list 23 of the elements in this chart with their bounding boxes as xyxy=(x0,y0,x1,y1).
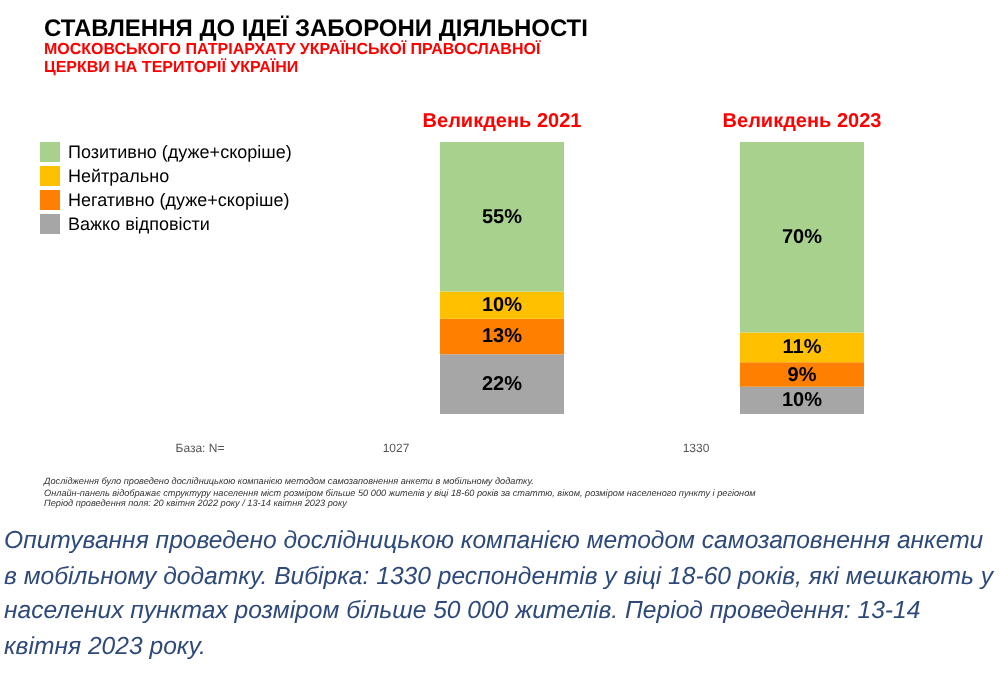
chart-title: СТАВЛЕННЯ ДО ІДЕЇ ЗАБОРОНИ ДІЯЛЬНОСТІ xyxy=(44,14,588,42)
data-label: 9% xyxy=(787,364,817,387)
data-label: 13% xyxy=(481,326,523,349)
x-tick-label: Великдень 2023 xyxy=(722,111,883,133)
data-label: 70% xyxy=(781,227,823,250)
data-label: 10% xyxy=(781,390,823,413)
bar xyxy=(740,362,864,387)
bar xyxy=(440,142,564,292)
text: Опитування проведено дослідницькою компанією методом самозаповнення анкети в мобільному додатку. Вибірка: 1330 респондентів у віці 18-60 років, які мешкають у населених пунктах розміром більше 50 000 жителів. Період проведення: 13-14 квітня 2023 року. xyxy=(4,524,996,663)
bar xyxy=(440,354,564,414)
data-label: 10% xyxy=(481,295,523,318)
legend-label: Негативно (дуже+скоріше) xyxy=(68,190,290,210)
data-label: 22% xyxy=(481,374,523,397)
legend-label: Важко відповісти xyxy=(68,214,210,234)
bar xyxy=(740,332,864,363)
x-tick-label: Великдень 2021 xyxy=(422,111,583,133)
legend-label: Нейтрально xyxy=(68,166,170,186)
data-label: 11% xyxy=(782,337,822,360)
chart-subtitle: МОСКОВСЬКОГО ПАТРІАРХАТУ УКРАЇНСЬКОЇ ПРАВОСЛАВНОЇ ЦЕРКВИ НА ТЕРИТОРІЇ УКРАЇНИ xyxy=(44,40,541,76)
data-label: 55% xyxy=(481,206,523,229)
bar xyxy=(740,142,864,333)
legend-label: Позитивно (дуже+скоріше) xyxy=(68,142,292,162)
bar xyxy=(440,318,564,355)
